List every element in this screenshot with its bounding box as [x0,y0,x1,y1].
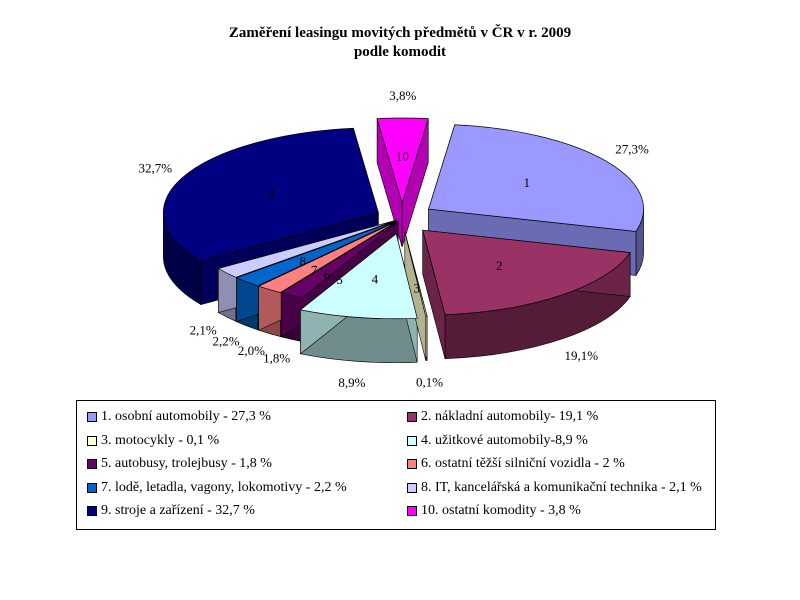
slice-id-label-7: 7 [311,262,318,277]
legend-swatch-6 [407,459,417,469]
legend-label-2: 2. nákladní automobily- 19,1 % [421,409,599,424]
legend-item-2: 2. nákladní automobily- 19,1 % [407,407,598,427]
chart-subtitle: podle komodit [353,44,447,60]
slice-value-label-1: 27,3% [615,141,649,156]
legend-item-6: 6. ostatní těžší silniční vozidla - 2 % [407,454,625,474]
slice-top-1 [428,124,644,232]
legend-label-1: 1. osobní automobily - 27,3 % [101,409,271,424]
legend-item-7: 7. lodě, letadla, vagony, lokomotivy - 2… [87,478,347,498]
legend-label-4: 4. užitkové automobily-8,9 % [421,432,588,448]
pie-chart: 1 27,3% 2 19,1% 3 0,1% 4 8,9% 5 1,8% 6 2,0% 7 2,2% 8 2,… [139,88,649,390]
slice-top-2 [422,229,631,316]
pie-labels: 1 27,3% 2 19,1% 3 0,1% 4 8,9% 5 1,8% 6 2,0% 7 2,2% 8 2,… [139,88,649,390]
slice-value-label-8: 2,1% [190,323,217,338]
slice-value-label-5: 1,8% [263,350,290,365]
slice-top-5 [280,221,399,298]
legend-swatch-5 [87,459,97,469]
slice-id-label-1: 1 [524,175,531,190]
legend-label-6: 6. ostatní těžší silniční vozidla - 2 % [421,456,625,471]
legend-label-10: 10. ostatní komodity - 3,8 % [421,503,581,518]
slice-id-label-3: 3 [413,280,420,295]
slice-top-9 [162,127,379,262]
legend-item-5: 5. autobusy, trolejbusy - 1,8 % [87,454,272,474]
slice-id-label-6: 6 [324,267,331,282]
slice-top-10 [376,117,429,205]
legend-swatch-8 [407,482,417,493]
slice-value-label-2: 19,1% [565,348,599,363]
chart-title-line: Zaměření leasingu movitých předmětů v ČR… [228,25,572,41]
legend-label-9: 9. stroje a zařízení - 32,7 % [101,503,255,518]
slice-value-label-10: 3,8% [389,88,416,103]
slice-value-label-9: 32,7% [139,160,173,175]
slice-top-6 [257,220,398,293]
slice-id-label-4: 4 [372,272,379,287]
legend-item-4: 4. užitkové automobily-8,9 % [407,431,588,451]
legend-item-9: 9. stroje a zařízení - 32,7 % [87,501,255,521]
slice-id-label-2: 2 [496,258,503,273]
slice-id-label-10: 10 [396,148,409,163]
legend-label-8: 8. IT, kancelářská a komunikační technik… [421,479,702,495]
chart-title: Zaměření leasingu movitých předmětů v ČR… [0,24,800,62]
slice-top-7 [235,220,397,287]
legend-item-8: 8. IT, kancelářská a komunikační technik… [407,478,702,498]
legend-swatch-7 [87,482,97,493]
legend-swatch-3 [87,435,97,446]
slice-value-label-3: 0,1% [416,374,443,389]
legend-label-5: 5. autobusy, trolejbusy - 1,8 % [101,456,272,471]
slice-id-label-9: 9 [267,185,274,200]
slice-top-3 [404,231,428,317]
slice-value-label-6: 2,0% [238,343,265,358]
legend-item-3: 3. motocykly - 0,1 % [87,431,219,451]
legend-item-1: 1. osobní automobily - 27,3 % [87,407,271,427]
legend-label-7: 7. lodě, letadla, vagony, lokomotivy - 2… [101,479,347,495]
legend-swatch-4 [407,435,417,446]
legend-swatch-10 [407,506,417,516]
legend-item-10: 10. ostatní komodity - 3,8 % [407,501,581,521]
slice-top-8 [217,220,396,278]
slice-id-label-5: 5 [336,272,343,287]
slice-value-label-4: 8,9% [338,375,365,390]
slice-id-label-8: 8 [300,253,307,268]
slice-top-4 [299,233,418,320]
pie-tops [162,117,644,320]
legend-swatch-9 [87,506,97,516]
legend: 1. osobní automobily - 27,3 % 2. nákladní… [76,400,716,530]
legend-swatch-2 [407,412,417,422]
legend-swatch-1 [87,412,97,422]
legend-label-3: 3. motocykly - 0,1 % [101,432,220,448]
slice-value-label-7: 2,2% [212,334,239,349]
